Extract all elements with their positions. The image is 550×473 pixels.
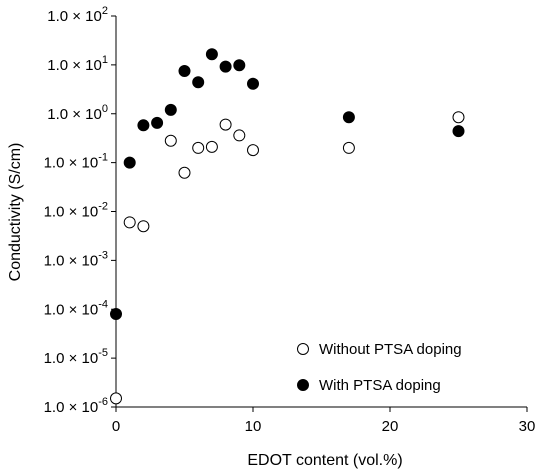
- data-point-with-ptsa: [192, 76, 205, 89]
- data-point-without-ptsa: [192, 141, 205, 154]
- y-tick-label: 1.0 × 10-3: [44, 249, 108, 269]
- y-tick-label: 1.0 × 10-5: [44, 347, 108, 367]
- data-point-with-ptsa: [342, 111, 355, 124]
- data-point-with-ptsa: [219, 60, 232, 73]
- legend-label-with-ptsa: With PTSA doping: [319, 377, 441, 394]
- y-tick-label: 1.0 × 10-4: [44, 298, 108, 318]
- data-point-without-ptsa: [164, 134, 177, 147]
- y-tick-label: 1.0 × 10-1: [44, 152, 108, 172]
- x-tick-label: 0: [112, 418, 120, 435]
- data-point-with-ptsa: [247, 77, 259, 90]
- data-point-with-ptsa: [164, 103, 177, 116]
- y-tick-label: 1.0 × 10-2: [44, 201, 108, 221]
- y-tick-label: 1.0 × 102: [47, 5, 108, 25]
- legend-marker-without-ptsa: [297, 343, 309, 355]
- data-point-without-ptsa: [178, 166, 191, 179]
- data-point-with-ptsa: [205, 48, 218, 61]
- data-point-without-ptsa: [123, 216, 136, 229]
- x-tick-label: 20: [382, 418, 399, 435]
- data-point-without-ptsa: [219, 118, 232, 131]
- legend-marker-with-ptsa: [297, 379, 309, 391]
- data-point-with-ptsa: [452, 125, 465, 138]
- x-tick-label: 30: [519, 418, 536, 435]
- legend: Without PTSA doping With PTSA doping: [297, 341, 462, 394]
- y-tick-label: 1.0 × 101: [47, 54, 108, 74]
- data-point-with-ptsa: [233, 59, 246, 72]
- data-point-with-ptsa: [151, 116, 164, 129]
- data-point-with-ptsa: [178, 64, 191, 77]
- data-point-without-ptsa: [342, 141, 355, 154]
- data-point-without-ptsa: [247, 144, 259, 157]
- y-tick-label: 1.0 × 100: [47, 103, 108, 123]
- data-point-without-ptsa: [233, 129, 246, 142]
- y-tick-label: 1.0 × 10-6: [44, 396, 108, 416]
- data-point-without-ptsa: [110, 392, 122, 405]
- legend-label-without-ptsa: Without PTSA doping: [319, 341, 462, 358]
- data-point-with-ptsa: [137, 119, 150, 132]
- data-point-with-ptsa: [123, 156, 136, 169]
- data-point-without-ptsa: [205, 140, 218, 153]
- x-tick-label: 10: [245, 418, 262, 435]
- data-point-without-ptsa: [452, 111, 465, 124]
- data-point-with-ptsa: [110, 307, 122, 320]
- y-axis-title: Conductivity (S/cm): [7, 143, 24, 282]
- x-axis-title: EDOT content (vol.%): [247, 452, 402, 469]
- data-point-without-ptsa: [137, 220, 150, 233]
